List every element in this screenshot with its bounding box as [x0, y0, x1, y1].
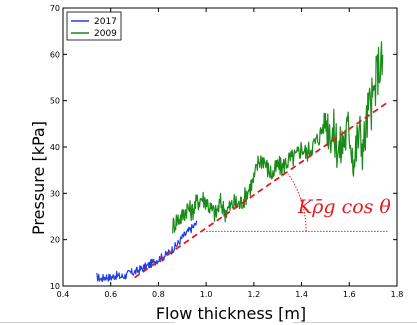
legend-label-2009: 2009: [94, 29, 117, 39]
y-axis-label: Pressure [kPa]: [29, 121, 48, 235]
x-tick-label: 1.8: [391, 290, 404, 299]
bottom-divider-left: [0, 322, 175, 323]
x-tick-label: 1.2: [247, 290, 260, 299]
x-tick-label: 1.0: [200, 290, 213, 299]
x-tick-label: 0.8: [152, 290, 165, 299]
x-tick-label: 0.4: [57, 290, 70, 299]
y-tick-label: 10: [50, 282, 60, 291]
fit-line: [134, 101, 388, 279]
y-tick-label: 60: [50, 50, 60, 59]
plot-area: 0.4 0.6 0.8 1.0 1.2 1.4 1.6 1.8 10 20 30 40 50 60 70 Kρ…: [50, 4, 404, 299]
bottom-divider-right: [293, 322, 417, 323]
series-line-2017: [96, 220, 198, 283]
y-tick-label: 70: [50, 4, 60, 13]
y-tick-label: 20: [50, 236, 60, 245]
y-tick-label: 40: [50, 143, 60, 152]
angle-arc: [287, 174, 307, 232]
x-tick-label: 0.6: [104, 290, 117, 299]
x-tick-label: 1.4: [295, 290, 308, 299]
plot-frame: [62, 7, 398, 287]
x-tick-label: 1.6: [343, 290, 356, 299]
series-line-2009: [172, 41, 384, 234]
x-axis-label: Flow thickness [m]: [156, 304, 306, 323]
slope-annotation: Kρ̄g cos θ: [297, 196, 391, 218]
y-tick-label: 50: [50, 97, 60, 106]
legend-label-2017: 2017: [94, 17, 117, 27]
y-tick-label: 30: [50, 189, 60, 198]
legend-box: [66, 11, 122, 41]
